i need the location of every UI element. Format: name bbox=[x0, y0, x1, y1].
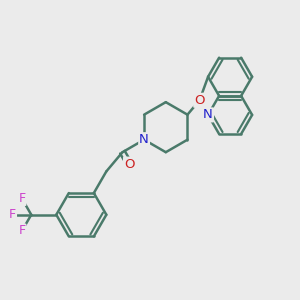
Text: N: N bbox=[139, 133, 149, 146]
Text: O: O bbox=[194, 94, 205, 107]
Text: F: F bbox=[9, 208, 16, 221]
Text: F: F bbox=[18, 192, 26, 205]
Text: N: N bbox=[203, 108, 213, 122]
Text: F: F bbox=[18, 224, 26, 238]
Text: O: O bbox=[124, 158, 135, 171]
